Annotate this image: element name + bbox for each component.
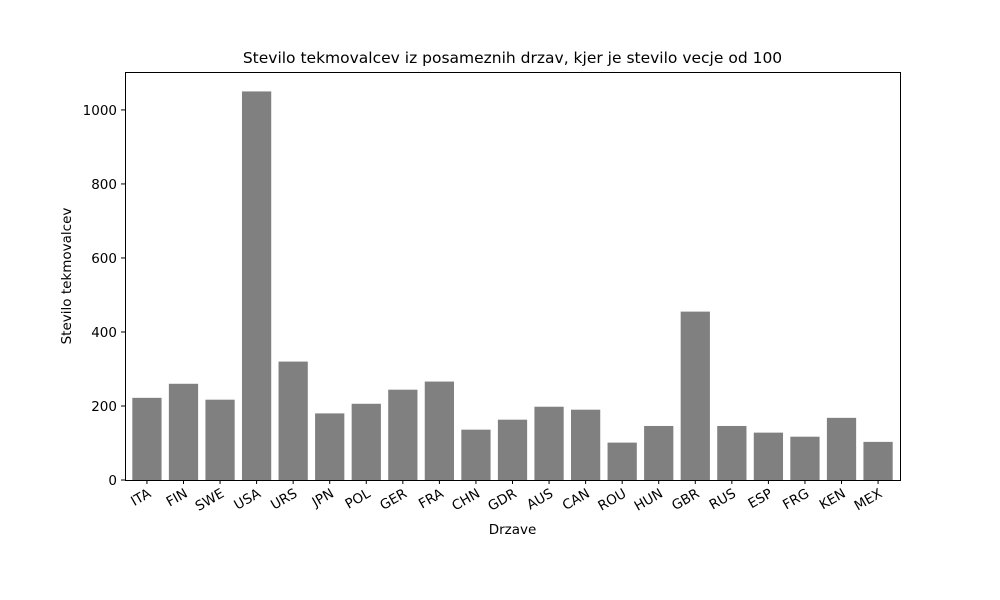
bar-ken [826, 417, 857, 480]
x-tick-label-aus: AUS [524, 486, 556, 514]
bar-mex [863, 441, 893, 480]
x-tick-label-pol: POL [343, 485, 374, 512]
bar-hun [644, 425, 674, 480]
bar-swe [205, 399, 235, 480]
y-tick-label-0: 0 [108, 473, 117, 489]
x-tick-label-frg: FRG [780, 486, 812, 514]
bar-ita [132, 397, 162, 480]
bar-gdr [497, 419, 528, 480]
x-tick-label-gbr: GBR [669, 486, 702, 514]
x-tick-label-mex: MEX [852, 486, 885, 515]
bar-can [570, 409, 601, 480]
bar-usa [241, 91, 272, 481]
bar-rou [607, 442, 637, 480]
bar-jpn [315, 413, 345, 480]
y-axis: 0 200 400 600 800 1000 [83, 103, 125, 489]
x-tick-label-chn: CHN [449, 486, 483, 515]
x-tick-label-can: CAN [560, 486, 593, 514]
bar-aus [534, 406, 564, 480]
bar-rus [717, 425, 747, 480]
x-tick-label-rus: RUS [707, 486, 739, 514]
y-tick-label-800: 800 [91, 177, 117, 193]
x-tick-label-fin: FIN [164, 486, 191, 511]
x-tick-label-esp: ESP [746, 486, 776, 512]
bar-urs [278, 361, 308, 480]
y-tick-label-600: 600 [91, 251, 117, 267]
x-tick-label-swe: SWE [193, 486, 227, 515]
x-tick-label-gdr: GDR [485, 486, 519, 515]
bar-esp [753, 432, 784, 480]
y-tick-label-400: 400 [91, 325, 117, 341]
y-axis-label: Stevilo tekmovalcev [59, 208, 75, 345]
bar-fra [424, 381, 455, 480]
plot-frame [125, 72, 901, 481]
bar-chn [461, 429, 491, 480]
x-tick-label-fra: FRA [416, 485, 447, 512]
bar-pol [351, 403, 381, 480]
x-tick-label-ger: GER [377, 486, 410, 514]
x-tick-label-ita: ITA [128, 485, 154, 509]
y-tick-label-200: 200 [91, 399, 117, 415]
bar-fin [168, 383, 199, 480]
x-tick-label-ken: KEN [817, 486, 849, 514]
bars-group [132, 91, 893, 481]
bar-frg [790, 436, 820, 480]
x-axis: ITA FIN SWE USA URS JPN POL GER FRA CHN GDR AUS CAN R… [128, 480, 885, 515]
x-tick-label-urs: URS [268, 486, 300, 514]
x-axis-label: Drzave [489, 522, 537, 538]
chart-title: Stevilo tekmovalcev iz posameznih drzav,… [243, 49, 782, 67]
x-tick-label-jpn: JPN [309, 486, 337, 511]
x-tick-label-rou: ROU [595, 486, 629, 515]
x-tick-label-hun: HUN [632, 486, 666, 515]
bar-gbr [680, 311, 710, 480]
bar-ger [388, 389, 418, 480]
x-tick-label-usa: USA [231, 485, 264, 513]
y-tick-label-1000: 1000 [83, 103, 117, 119]
